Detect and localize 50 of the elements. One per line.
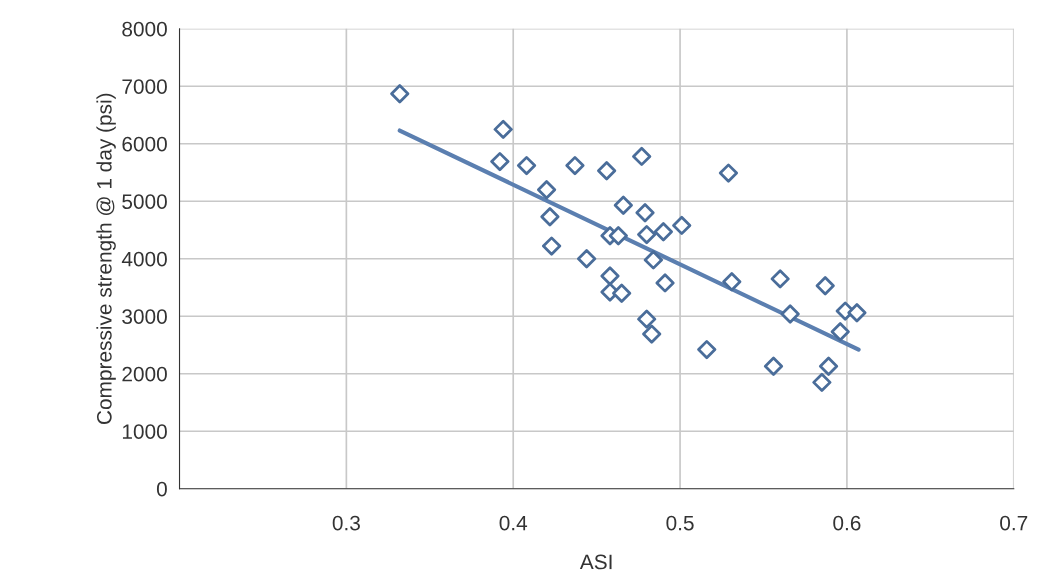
point	[722, 272, 742, 292]
point	[608, 226, 628, 246]
x-tick-label: 0.4	[499, 515, 528, 531]
y-tick-label: 5000	[122, 194, 167, 209]
point	[516, 155, 537, 176]
point	[642, 324, 662, 344]
point	[637, 309, 657, 329]
point	[597, 161, 617, 181]
x-tick-label: 0.5	[666, 515, 694, 531]
y-tick-label: 3000	[122, 309, 167, 324]
point	[718, 163, 739, 183]
point	[536, 180, 557, 200]
point	[653, 222, 673, 242]
point	[818, 356, 839, 376]
x-axis-title: ASI	[579, 554, 612, 570]
point	[697, 339, 717, 360]
y-tick-label: 4000	[121, 251, 167, 267]
point	[815, 276, 835, 296]
point	[493, 119, 513, 139]
point	[577, 249, 597, 269]
x-tick-label: 0.3	[332, 515, 360, 531]
point	[612, 283, 632, 303]
y-tick-label: 6000	[122, 136, 167, 152]
y-tick-label: 1000	[122, 424, 167, 439]
y-tick-label: 7000	[122, 79, 167, 94]
point	[600, 266, 620, 286]
point	[540, 207, 560, 227]
point	[541, 236, 562, 256]
x-tick-label: 0.7	[1000, 515, 1028, 531]
x-tick-label: 0.6	[833, 515, 861, 531]
point	[780, 304, 800, 324]
point	[390, 84, 410, 104]
point	[643, 250, 663, 270]
point	[565, 155, 585, 176]
point	[672, 215, 692, 236]
y-axis-title: Compressive strength @ 1 day (psi)	[96, 93, 116, 424]
point	[637, 224, 657, 245]
y-tick-label: 2000	[122, 366, 167, 382]
point	[635, 203, 655, 223]
point	[613, 195, 633, 215]
point	[632, 146, 652, 167]
point	[770, 269, 790, 289]
y-tick-label: 8000	[122, 21, 167, 37]
point	[763, 356, 784, 376]
point	[830, 322, 850, 342]
point	[847, 303, 867, 323]
point	[812, 372, 832, 392]
point	[490, 151, 510, 172]
y-tick-label: 0	[156, 481, 167, 497]
point	[655, 273, 675, 293]
